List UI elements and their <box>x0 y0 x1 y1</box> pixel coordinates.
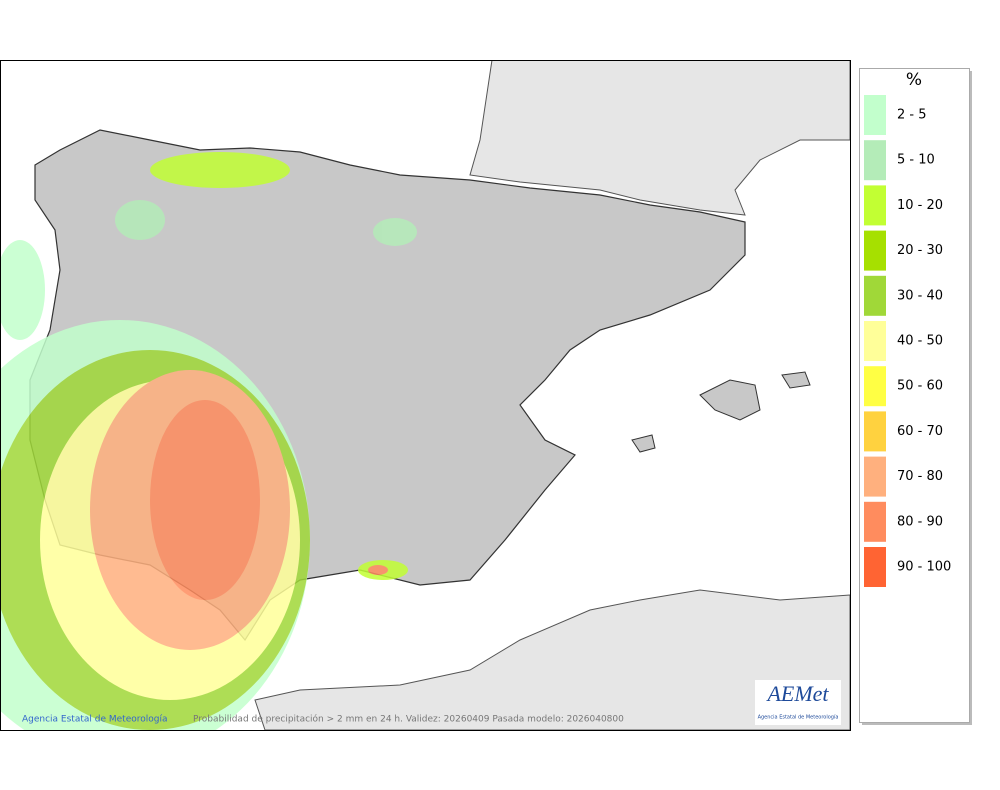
credit: Agencia Estatal de Meteorología <box>22 715 168 725</box>
legend-swatch <box>864 411 886 452</box>
africa <box>254 589 850 730</box>
legend-swatch <box>864 547 886 587</box>
menorca <box>781 371 811 389</box>
legend: 2 - 5 5 - 10 10 - 20 20 - 30 30 - 40 40 - 50 5… <box>864 95 951 587</box>
caption: Probabilidad de precipitación > 2 mm en … <box>193 714 624 725</box>
legend-swatch <box>864 456 886 497</box>
legend-label: 20 - 30 <box>897 243 943 258</box>
legend-label: 40 - 50 <box>897 334 943 349</box>
map-frame <box>0 60 851 731</box>
precip-field <box>1 152 417 730</box>
legend-label: 10 - 20 <box>897 198 943 213</box>
legend-swatch <box>864 95 886 135</box>
legend-swatch <box>864 321 886 361</box>
logo-box <box>755 680 841 725</box>
ibiza <box>631 434 656 453</box>
legend-swatch <box>864 275 886 316</box>
legend-label: 90 - 100 <box>897 560 951 575</box>
legend-swatch <box>864 140 886 181</box>
legend-label: 80 - 90 <box>897 514 943 529</box>
legend-label: 5 - 10 <box>897 153 935 168</box>
legend-label: 50 - 60 <box>897 379 943 394</box>
map: Agencia Estatal de Meteorología Probabil… <box>1 61 850 730</box>
legend-label: 60 - 70 <box>897 424 943 439</box>
legend-title: % <box>906 70 922 90</box>
legend-label: 2 - 5 <box>897 108 927 123</box>
legend-swatch <box>864 501 886 542</box>
logo-subtitle: Agencia Estatal de Meteorología <box>758 714 839 721</box>
legend-label: 30 - 40 <box>897 288 943 303</box>
legend-swatch <box>864 366 886 407</box>
legend-swatch <box>864 230 886 271</box>
mallorca <box>699 379 761 421</box>
logo: AEMet <box>765 681 829 706</box>
legend-swatch <box>864 185 886 226</box>
legend-label: 70 - 80 <box>897 469 943 484</box>
france <box>469 61 850 216</box>
